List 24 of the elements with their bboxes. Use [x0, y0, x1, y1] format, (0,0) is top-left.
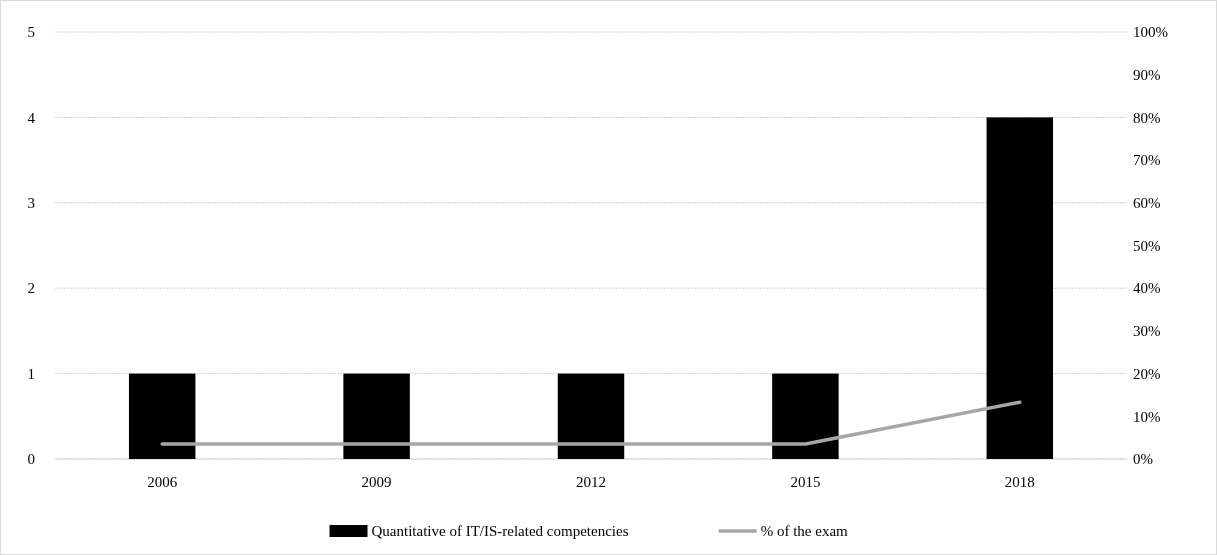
y2-tick-label: 40% — [1133, 280, 1161, 297]
y2-tick-label: 20% — [1133, 365, 1161, 382]
x-tick-label: 2012 — [576, 474, 606, 490]
y-tick-label: 5 — [27, 24, 35, 41]
y-tick-label: 4 — [27, 109, 36, 126]
y2-tick-label: 30% — [1133, 323, 1161, 340]
y2-tick-label: 60% — [1133, 195, 1161, 212]
y2-tick-label: 50% — [1133, 237, 1161, 254]
y2-tick-label: 10% — [1133, 408, 1161, 425]
x-tick-label: 2009 — [361, 474, 392, 490]
y2-tick-label: 80% — [1133, 109, 1161, 126]
y2-tick-label: 70% — [1133, 152, 1161, 169]
y-tick-label: 3 — [27, 195, 35, 212]
y-tick-label: 2 — [27, 280, 35, 297]
x-tick-label: 2006 — [147, 474, 178, 490]
x-tick-label: 2015 — [790, 474, 821, 490]
y2-tick-label: 90% — [1133, 66, 1161, 83]
legend-label: % of the exam — [760, 523, 849, 540]
y2-tick-label: 100% — [1133, 24, 1168, 41]
y2-tick-label: 0% — [1133, 451, 1153, 468]
x-tick-label: 2018 — [1004, 474, 1035, 490]
y-tick-label: 0 — [27, 451, 35, 468]
legend-label: Quantitative of IT/IS-related competencies — [371, 523, 629, 540]
y-tick-label: 1 — [27, 365, 35, 382]
